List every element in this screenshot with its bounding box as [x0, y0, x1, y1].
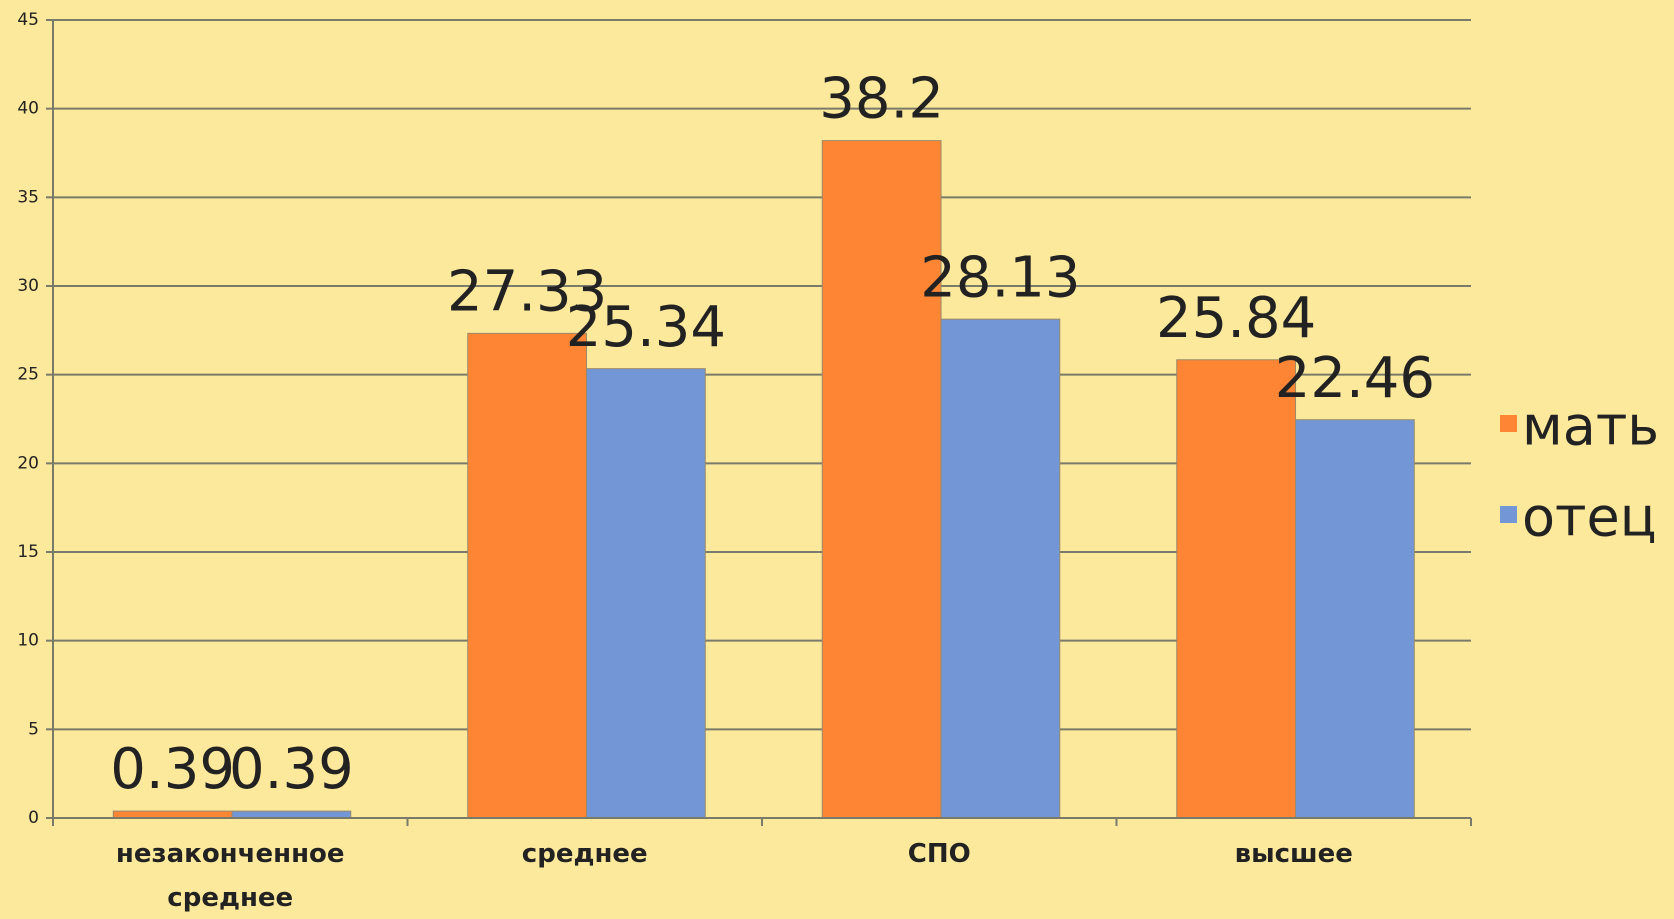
y-tick-label: 10 [17, 631, 39, 651]
bar [821, 140, 942, 819]
legend-label: отец [1522, 486, 1656, 549]
bar [1176, 359, 1297, 819]
y-tick-label: 35 [17, 187, 39, 207]
y-tick-label: 0 [28, 808, 39, 828]
x-tick-label: СПО [907, 839, 971, 869]
data-label: 25.84 [1156, 286, 1316, 351]
legend-swatch [1500, 415, 1517, 432]
bar [231, 810, 352, 819]
bar [467, 332, 588, 819]
x-tick-label: незаконченное среднее [115, 839, 345, 913]
y-tick-label: 15 [17, 542, 39, 562]
bar [940, 318, 1061, 819]
legend-swatch [1500, 506, 1517, 523]
data-label: 25.34 [566, 295, 726, 360]
bar [112, 810, 233, 819]
data-label: 38.2 [819, 67, 944, 132]
bar [1295, 419, 1415, 819]
y-tick-label: 5 [28, 719, 39, 739]
y-tick-label: 30 [17, 276, 39, 296]
data-label: 0.39 [229, 737, 354, 802]
x-tick-label: среднее [521, 839, 648, 869]
legend-label: мать [1522, 395, 1659, 458]
y-tick-label: 45 [17, 10, 39, 30]
data-label: 0.39 [110, 737, 235, 802]
data-label: 27.33 [447, 259, 607, 324]
y-tick-label: 25 [17, 365, 39, 385]
x-tick-label: высшее [1234, 839, 1353, 869]
y-tick-label: 40 [17, 99, 39, 119]
bar [586, 368, 706, 819]
data-label: 28.13 [920, 245, 1080, 310]
data-label: 22.46 [1275, 346, 1435, 411]
y-tick-label: 20 [17, 453, 39, 473]
